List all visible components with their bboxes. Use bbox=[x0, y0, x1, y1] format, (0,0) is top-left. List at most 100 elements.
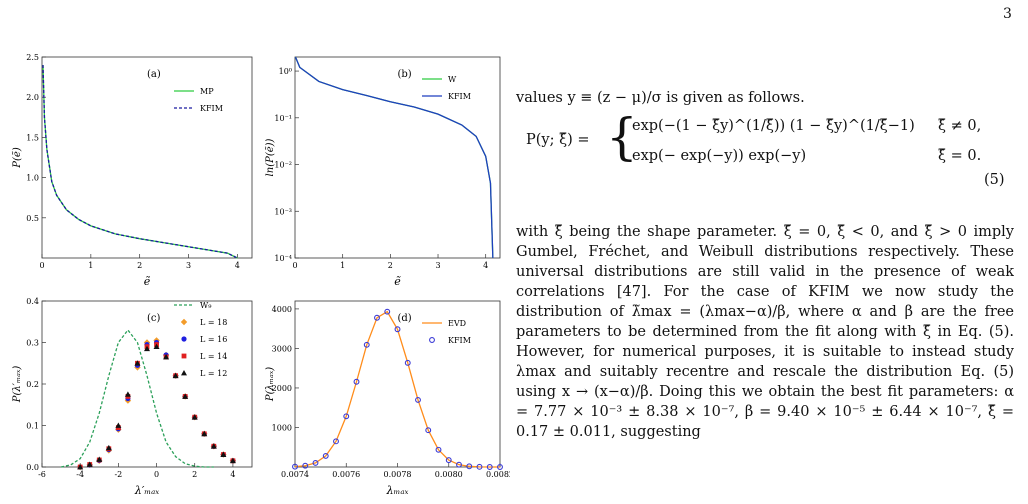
y-tick-label: 0.3 bbox=[26, 339, 39, 348]
x-axis-label: ẽ bbox=[144, 275, 151, 288]
legend-label: W₉ bbox=[200, 301, 212, 310]
x-tick-label: 0.0076 bbox=[332, 470, 360, 479]
point bbox=[456, 461, 462, 468]
x-tick-label: 2 bbox=[388, 261, 393, 270]
point bbox=[497, 464, 503, 470]
point bbox=[333, 438, 339, 445]
point bbox=[445, 457, 452, 464]
point bbox=[172, 372, 179, 379]
point bbox=[191, 414, 198, 420]
point bbox=[77, 464, 84, 470]
y-tick-label: 4000 bbox=[272, 305, 292, 314]
x-tick-label: 1 bbox=[88, 261, 93, 270]
x-tick-label: 4 bbox=[483, 261, 488, 270]
x-tick-label: 0.0074 bbox=[281, 470, 309, 479]
y-tick-label: 2.0 bbox=[26, 93, 39, 102]
point bbox=[153, 343, 160, 350]
y-axis-label: P(ẽ) bbox=[12, 147, 23, 169]
y-tick-label: 10⁻⁴ bbox=[274, 254, 292, 263]
x-tick-label: 3 bbox=[435, 261, 440, 270]
series-line bbox=[60, 328, 214, 468]
plot-frame bbox=[41, 56, 253, 259]
y-tick-label: 0.4 bbox=[26, 297, 39, 306]
series-line bbox=[294, 56, 494, 259]
intro-text: values y ≡ (z − μ)/σ is given as follows… bbox=[516, 90, 805, 106]
x-tick-label: -2 bbox=[114, 470, 122, 479]
point bbox=[105, 444, 112, 451]
point bbox=[134, 360, 141, 366]
y-tick-label: 10⁻² bbox=[274, 161, 292, 170]
eq-case: exp(− exp(−y)) exp(−y) bbox=[632, 148, 807, 164]
point bbox=[115, 422, 122, 428]
figure: 0 1 2 3 4 0.5 1.0 1.5 2.0 2.5 ẽ P(ẽ) (a) MP KFIM 0 1 2 3 4 1… bbox=[12, 53, 510, 497]
point bbox=[292, 463, 298, 470]
point bbox=[181, 336, 187, 342]
point bbox=[394, 326, 401, 333]
y-tick-label: 1.5 bbox=[26, 133, 39, 142]
point bbox=[302, 462, 309, 469]
x-tick-label: 2 bbox=[192, 470, 197, 479]
point bbox=[144, 345, 150, 352]
y-tick-label: 3000 bbox=[272, 344, 292, 353]
eq-case: exp(−(1 − ξ̃y)^(1/ξ̃)) (1 − ξ̃y)^(1/ξ̃−1… bbox=[632, 118, 915, 134]
panel-label: (a) bbox=[147, 69, 161, 80]
legend-label: L = 12 bbox=[200, 369, 227, 378]
x-tick-label: 0 bbox=[154, 470, 159, 479]
point bbox=[180, 318, 188, 326]
x-tick-label: 2 bbox=[137, 261, 142, 270]
point bbox=[476, 463, 483, 470]
y-axis-label: ln(P(ẽ)) bbox=[265, 138, 276, 176]
point bbox=[384, 308, 391, 315]
x-tick-label: 1 bbox=[340, 261, 345, 270]
point bbox=[486, 464, 493, 470]
legend-label: W bbox=[448, 75, 457, 84]
x-tick-label: 4 bbox=[235, 261, 240, 270]
point bbox=[312, 459, 319, 466]
panel-label: (c) bbox=[147, 313, 161, 324]
y-tick-label: 1.0 bbox=[26, 174, 39, 183]
legend-label: KFIM bbox=[200, 104, 223, 113]
y-tick-label: 2.5 bbox=[26, 53, 39, 62]
y-axis-label: P(λ′ₘₐₓ) bbox=[12, 366, 23, 404]
x-axis-label: λₘₐₓ bbox=[386, 484, 409, 497]
legend-label: KFIM bbox=[448, 92, 471, 101]
x-tick-label: 3 bbox=[186, 261, 191, 270]
y-tick-label: 2000 bbox=[272, 384, 292, 393]
legend-label: L = 18 bbox=[200, 318, 227, 327]
point bbox=[374, 314, 380, 321]
page-number: 3 bbox=[1003, 6, 1012, 22]
point bbox=[229, 457, 236, 464]
point bbox=[435, 446, 442, 453]
eq-brace: { bbox=[606, 108, 638, 166]
legend-label: KFIM bbox=[448, 336, 471, 345]
point bbox=[96, 456, 103, 462]
point bbox=[182, 393, 189, 399]
eq-number: (5) bbox=[984, 172, 1005, 188]
y-tick-label: 1000 bbox=[272, 423, 292, 432]
x-tick-label: 4 bbox=[230, 470, 235, 479]
point bbox=[201, 430, 208, 437]
y-tick-label: 10⁰ bbox=[279, 67, 292, 76]
equation: P(y; ξ̃) = { exp(−(1 − ξ̃y)^(1/ξ̃)) (1 −… bbox=[526, 106, 1016, 196]
point bbox=[466, 463, 473, 470]
legend-label: MP bbox=[200, 87, 214, 96]
legend-label: L = 14 bbox=[200, 352, 227, 361]
point bbox=[322, 452, 329, 459]
series-line bbox=[42, 65, 238, 259]
point bbox=[415, 396, 421, 403]
eq-condition: ξ̃ ≠ 0, bbox=[938, 118, 982, 134]
x-tick-label: 0.0078 bbox=[384, 470, 412, 479]
point bbox=[404, 359, 411, 366]
point bbox=[124, 391, 131, 397]
x-tick-label: -4 bbox=[76, 470, 84, 479]
y-tick-label: 10⁻¹ bbox=[274, 114, 292, 123]
point bbox=[86, 461, 93, 467]
y-tick-label: 0.0 bbox=[26, 463, 39, 472]
body-paragraph: with ξ̃ being the shape parameter. ξ̃ = … bbox=[516, 224, 1014, 440]
x-axis-label: ẽ bbox=[394, 275, 401, 288]
legend-label: L = 16 bbox=[200, 335, 227, 344]
y-tick-label: 10⁻³ bbox=[274, 207, 292, 216]
point bbox=[425, 427, 432, 434]
y-axis-label: P(λₘₐₓ) bbox=[265, 367, 276, 402]
